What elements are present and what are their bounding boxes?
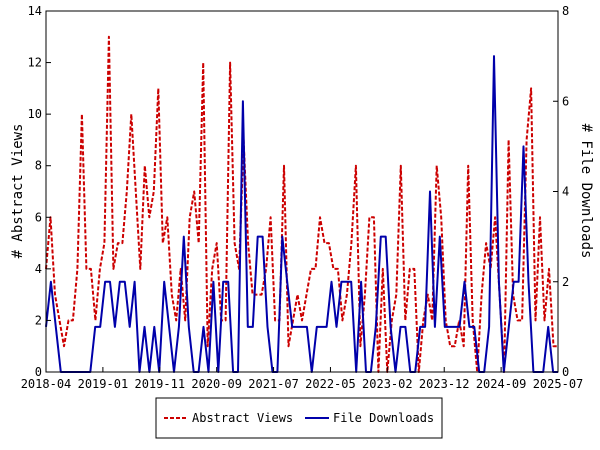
y-left-axis: 0 2 4 6 8 10 12 14	[28, 4, 51, 379]
y-left-tick-label: 4	[35, 262, 42, 276]
y-right-axis-label: # File Downloads	[578, 124, 594, 259]
plot-area	[46, 11, 558, 372]
y-left-axis-label: # Abstract Views	[10, 124, 26, 259]
series-line-abstract-views	[45, 35, 558, 373]
y-left-tick-label: 10	[28, 107, 42, 121]
y-right-tick-label: 0	[562, 365, 569, 379]
x-tick-label: 2018-04	[21, 377, 72, 391]
y-right-tick-label: 8	[562, 4, 569, 18]
y-right-tick-label: 6	[562, 94, 569, 108]
series-layer	[45, 35, 558, 373]
x-tick-label: 2024-09	[476, 377, 527, 391]
x-tick-label: 2019-11	[134, 377, 185, 391]
legend-label-file-downloads: File Downloads	[333, 411, 434, 425]
y-left-tick-label: 6	[35, 210, 42, 224]
x-tick-label: 2019-01	[78, 377, 129, 391]
x-tick-label: 2021-07	[248, 377, 299, 391]
legend-box	[155, 397, 443, 439]
y-left-tick-label: 12	[28, 56, 42, 70]
x-tick-label: 2023-02	[362, 377, 413, 391]
y-left-tick-label: 2	[35, 313, 42, 327]
y-left-tick-label: 14	[28, 4, 42, 18]
y-left-tick-label: 0	[35, 365, 42, 379]
y-right-tick-label: 2	[562, 275, 569, 289]
x-tick-label: 2022-05	[305, 377, 356, 391]
y-right-tick-label: 4	[562, 185, 569, 199]
x-tick-label: 2020-09	[191, 377, 242, 391]
legend-label-abstract-views: Abstract Views	[192, 411, 293, 425]
y-left-tick-label: 8	[35, 159, 42, 173]
series-line-file-downloads	[45, 55, 558, 373]
y-right-axis: 0 2 4 6 8	[553, 4, 569, 379]
x-tick-label: 2025-07	[533, 377, 584, 391]
x-tick-label: 2023-12	[419, 377, 470, 391]
x-axis: 2018-04 2019-01 2019-11 2020-09 2021-07 2022-…	[21, 367, 584, 391]
legend: Abstract Views File Downloads	[155, 397, 443, 439]
